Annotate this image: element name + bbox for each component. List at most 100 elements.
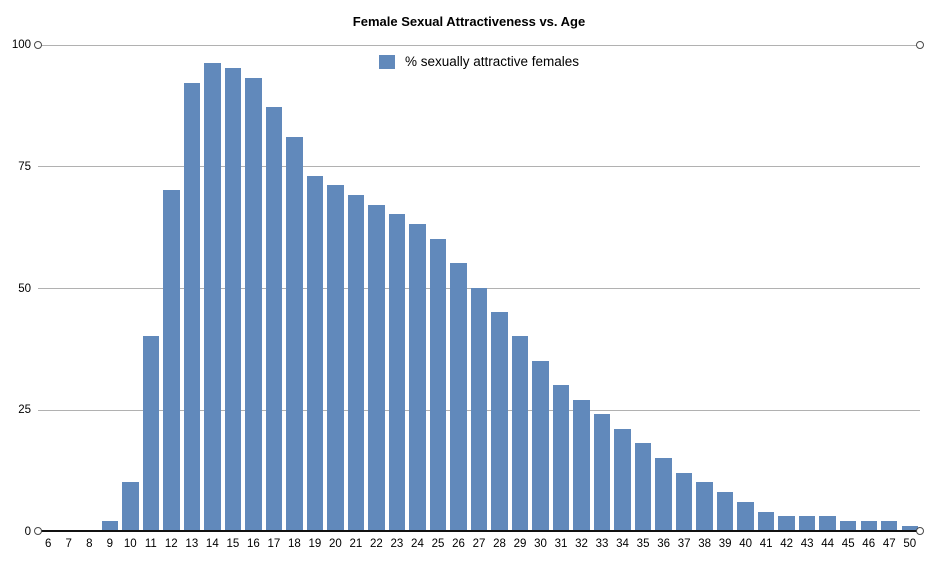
bar-age-18 (286, 136, 303, 531)
x-tick-label-7: 7 (65, 538, 72, 550)
x-tick-label-9: 9 (106, 538, 113, 550)
bar-age-39 (716, 492, 734, 531)
x-tick-label-45: 45 (841, 538, 855, 550)
bar-age-45 (840, 521, 857, 531)
bar-age-15 (224, 68, 242, 531)
chart-title: Female Sexual Attractiveness vs. Age (352, 14, 586, 29)
x-tick-label-44: 44 (821, 538, 835, 550)
x-tick-label-22: 22 (370, 538, 383, 550)
x-tick-label-41: 41 (759, 538, 773, 550)
bar-age-29 (511, 336, 529, 531)
bar-age-26 (450, 263, 467, 531)
axis-endpoint-marker-0 (34, 41, 42, 49)
x-tick-label-47: 47 (882, 538, 896, 550)
bar-age-34 (614, 428, 631, 531)
y-tick-label-0: 0 (24, 526, 31, 538)
x-tick-label-46: 46 (862, 538, 876, 550)
bar-age-17 (265, 107, 283, 531)
bar-age-40 (737, 501, 754, 531)
x-tick-label-36: 36 (657, 538, 670, 550)
x-tick-label-11: 11 (144, 538, 157, 550)
gridline-75 (38, 166, 920, 168)
x-tick-label-31: 31 (554, 538, 568, 550)
x-tick-label-42: 42 (780, 538, 794, 550)
x-tick-label-37: 37 (677, 538, 691, 550)
bar-age-10 (122, 482, 139, 531)
x-tick-label-43: 43 (800, 538, 814, 550)
axis-endpoint-marker-1 (916, 41, 924, 49)
bar-age-33 (593, 414, 611, 531)
bar-age-36 (655, 457, 672, 531)
bar-age-16 (245, 78, 262, 531)
x-tick-label-30: 30 (534, 538, 547, 550)
x-tick-label-38: 38 (698, 538, 711, 550)
bar-age-35 (634, 443, 652, 531)
x-tick-label-6: 6 (45, 538, 52, 550)
bar-age-13 (183, 82, 201, 531)
x-tick-label-32: 32 (575, 538, 588, 550)
bar-age-9 (101, 521, 118, 531)
axis-endpoint-marker-3 (916, 527, 924, 535)
bar-age-30 (532, 360, 549, 531)
x-tick-label-20: 20 (329, 538, 342, 550)
x-tick-label-12: 12 (164, 538, 178, 550)
x-tick-label-33: 33 (595, 538, 609, 550)
bar-age-32 (573, 399, 590, 531)
bar-age-21 (347, 194, 365, 531)
x-tick-label-25: 25 (431, 538, 445, 550)
bar-age-44 (819, 516, 836, 531)
x-tick-label-35: 35 (636, 538, 650, 550)
x-tick-label-15: 15 (226, 538, 240, 550)
x-tick-label-26: 26 (452, 538, 465, 550)
x-tick-label-8: 8 (86, 538, 93, 550)
y-tick-label-25: 25 (18, 404, 31, 417)
x-tick-label-19: 19 (308, 538, 322, 550)
legend: % sexually attractive females (38, 54, 920, 69)
x-tick-label-34: 34 (616, 538, 629, 550)
plot-area (34, 41, 924, 535)
y-tick-label-75: 75 (18, 160, 31, 173)
bar-age-11 (142, 336, 159, 531)
bar-age-38 (696, 482, 713, 531)
bar-age-25 (429, 238, 447, 531)
x-tick-label-13: 13 (185, 538, 199, 550)
x-tick-label-28: 28 (493, 538, 506, 550)
bar-age-41 (757, 511, 775, 531)
y-tick-label-50: 50 (18, 282, 31, 295)
x-tick-label-21: 21 (349, 538, 363, 550)
x-tick-label-23: 23 (390, 538, 404, 550)
x-tick-label-17: 17 (267, 538, 281, 550)
x-tick-label-18: 18 (287, 538, 301, 550)
x-tick-label-27: 27 (472, 538, 486, 550)
bar-age-27 (470, 287, 488, 531)
bar-age-42 (778, 516, 795, 531)
bar-age-47 (881, 521, 898, 531)
bar-age-23 (388, 214, 406, 531)
bar-age-22 (368, 204, 385, 531)
bar-age-20 (327, 185, 344, 531)
bar-age-28 (491, 311, 508, 531)
x-tick-label-40: 40 (739, 538, 753, 550)
x-tick-label-24: 24 (411, 538, 424, 550)
gridline-100 (38, 44, 920, 46)
bar-age-43 (798, 516, 816, 531)
y-tick-label-100: 100 (11, 39, 31, 51)
bar-age-37 (675, 472, 693, 531)
bar-age-31 (552, 384, 570, 531)
x-tick-label-14: 14 (205, 538, 219, 550)
legend-swatch (378, 54, 395, 69)
x-axis-line (38, 530, 920, 532)
x-tick-label-50: 50 (903, 538, 917, 550)
x-tick-label-16: 16 (246, 538, 260, 550)
bar-age-46 (860, 521, 877, 531)
x-tick-label-39: 39 (718, 538, 732, 550)
x-tick-label-10: 10 (123, 538, 137, 550)
axis-endpoint-marker-2 (34, 527, 42, 535)
bar-age-50 (901, 526, 918, 531)
bar-age-19 (306, 175, 324, 531)
legend-label: % sexually attractive females (404, 54, 580, 69)
x-tick-label-29: 29 (513, 538, 527, 550)
bar-age-14 (204, 63, 221, 531)
bar-age-24 (409, 224, 426, 531)
